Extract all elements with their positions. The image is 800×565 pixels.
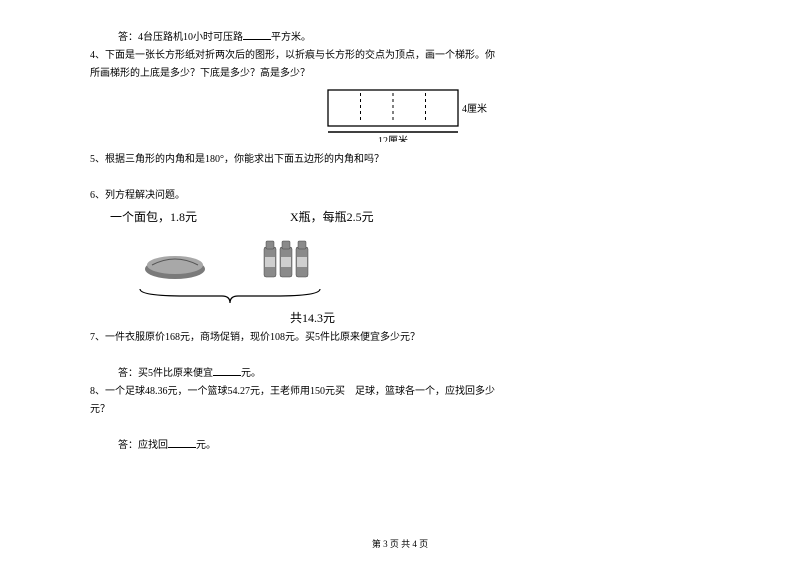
brace-svg xyxy=(130,287,330,305)
q6-bread-label: 一个面包，1.8元 xyxy=(110,208,290,227)
q8-line2: 元？ xyxy=(90,402,720,418)
page-footer: 第 3 页 共 4 页 xyxy=(0,537,800,551)
q4-label: 4、 xyxy=(90,50,105,61)
q6-total: 共14.3元 xyxy=(90,309,720,328)
svg-text:12厘米: 12厘米 xyxy=(378,134,408,142)
bread-image xyxy=(140,247,210,287)
q7-blank[interactable] xyxy=(213,366,241,376)
q6-images-row xyxy=(90,233,720,287)
q8-text1: 一个足球48.36元，一个篮球54.27元，王老师用150元买 足球，篮球各一个… xyxy=(105,386,495,397)
q4-diagram: 4厘米 12厘米 xyxy=(90,86,720,148)
q8-text2: 元？ xyxy=(90,404,110,415)
q3-answer-prefix: 答：4台压路机10小时可压路 xyxy=(118,32,243,43)
q6-line: 6、列方程解决问题。 xyxy=(90,188,720,204)
q8-answer-prefix: 答：应找回 xyxy=(118,440,168,451)
q8-answer-suffix: 元。 xyxy=(196,440,216,451)
bottles-svg xyxy=(260,233,316,281)
q8-answer-line: 答：应找回 元。 xyxy=(90,438,720,454)
q4-text2: 所画梯形的上底是多少？下底是多少？高是多少？ xyxy=(90,68,310,79)
q3-blank[interactable] xyxy=(243,30,271,40)
q5-label: 5、 xyxy=(90,154,105,165)
q6-text: 列方程解决问题。 xyxy=(105,190,185,201)
q7-text: 一件衣服原价168元，商场促销，现价108元。买5件比原来便宜多少元？ xyxy=(105,332,420,343)
q6-labels-row: 一个面包，1.8元 X瓶，每瓶2.5元 xyxy=(90,208,720,227)
q7-answer-line: 答：买5件比原来便宜 元。 xyxy=(90,366,720,382)
q4-line1: 4、下面是一张长方形纸对折两次后的图形，以折痕与长方形的交点为顶点，画一个梯形。… xyxy=(90,48,720,64)
q7-label: 7、 xyxy=(90,332,105,343)
q4-text1: 下面是一张长方形纸对折两次后的图形，以折痕与长方形的交点为顶点，画一个梯形。你 xyxy=(105,50,495,61)
q3-answer-suffix: 平方米。 xyxy=(271,32,311,43)
q4-line2: 所画梯形的上底是多少？下底是多少？高是多少？ xyxy=(90,66,720,82)
bottles-image xyxy=(260,233,316,287)
q6-bottle-label: X瓶，每瓶2.5元 xyxy=(290,208,374,227)
q5-text: 根据三角形的内角和是180°，你能求出下面五边形的内角和吗？ xyxy=(105,154,384,165)
q7-answer-prefix: 答：买5件比原来便宜 xyxy=(118,368,213,379)
q3-answer-line: 答：4台压路机10小时可压路 平方米。 xyxy=(90,30,720,46)
q8-blank[interactable] xyxy=(168,438,196,448)
q6-brace-row xyxy=(90,287,720,311)
q8-line1: 8、一个足球48.36元，一个篮球54.27元，王老师用150元买 足球，篮球各… xyxy=(90,384,720,400)
q7-line: 7、一件衣服原价168元，商场促销，现价108元。买5件比原来便宜多少元？ xyxy=(90,330,720,346)
fold-diagram-svg: 4厘米 12厘米 xyxy=(320,86,490,142)
q7-answer-suffix: 元。 xyxy=(241,368,261,379)
bread-svg xyxy=(140,247,210,281)
q8-label: 8、 xyxy=(90,386,105,397)
q6-label: 6、 xyxy=(90,190,105,201)
q5-line: 5、根据三角形的内角和是180°，你能求出下面五边形的内角和吗？ xyxy=(90,152,720,168)
svg-text:4厘米: 4厘米 xyxy=(462,102,487,115)
